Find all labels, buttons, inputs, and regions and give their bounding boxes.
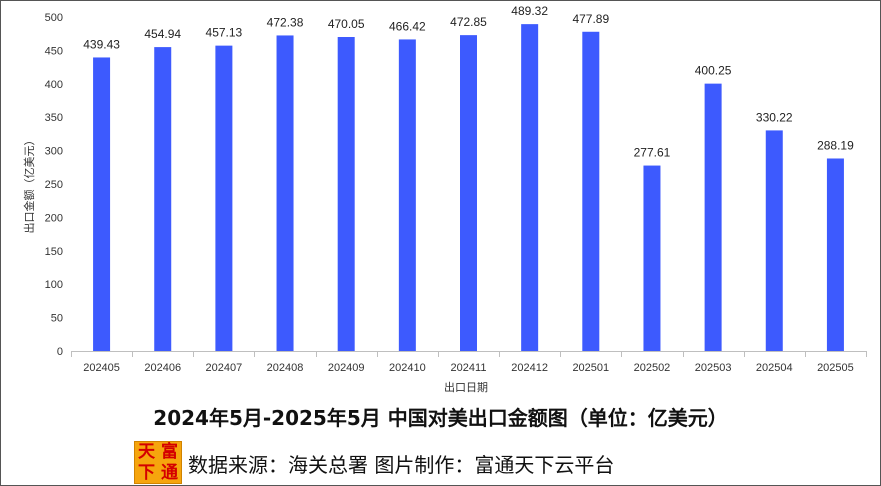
bar	[826, 158, 844, 351]
bar-value-label: 466.42	[389, 19, 426, 33]
bar-value-label: 472.85	[450, 15, 487, 29]
y-axis: 0 50 100 150 200 250 300 350 400 450 500	[45, 12, 63, 358]
bar	[704, 83, 722, 352]
bar	[154, 47, 172, 352]
bar	[582, 31, 600, 352]
y-tick-label: 500	[45, 12, 63, 24]
x-tick-label: 202409	[328, 362, 365, 374]
source-credit: 数据来源：海关总署 图片制作：富通天下云平台	[188, 453, 615, 477]
bar-value-label: 457.13	[206, 26, 243, 40]
logo-char: 天	[138, 442, 155, 462]
bar	[215, 45, 233, 352]
bar	[398, 39, 416, 352]
y-tick-label: 200	[45, 212, 63, 224]
x-axis-label: 出口日期	[444, 380, 488, 394]
x-tick-label: 202504	[756, 362, 793, 374]
x-tick-label: 202502	[634, 362, 671, 374]
y-axis-label: 出口金额（亿美元）	[22, 135, 36, 234]
bar-value-label: 330.22	[756, 110, 793, 124]
y-tick-label: 400	[45, 79, 63, 91]
bar-value-label: 472.38	[267, 15, 304, 29]
bar	[93, 57, 111, 352]
bar	[643, 165, 661, 351]
y-tick-label: 150	[45, 246, 63, 258]
x-tick-label: 202501	[572, 362, 609, 374]
chart-title: 2024年5月-2025年5月 中国对美出口金额图（单位：亿美元）	[153, 406, 728, 430]
bar	[765, 130, 783, 351]
bar-value-label: 470.05	[328, 17, 365, 31]
bar-value-label: 439.43	[83, 37, 120, 51]
x-tick-label: 202410	[389, 362, 426, 374]
x-tick-label: 202411	[451, 362, 487, 374]
y-tick-label: 300	[45, 146, 63, 158]
bar	[521, 24, 539, 351]
y-tick-label: 0	[57, 346, 63, 358]
bar-value-label: 277.61	[634, 146, 671, 160]
y-tick-label: 50	[51, 313, 63, 325]
bar	[337, 37, 355, 352]
bar-value-label: 400.25	[695, 64, 732, 78]
x-tick-label: 202412	[511, 362, 548, 374]
y-tick-label: 250	[45, 179, 63, 191]
bar-value-label: 489.32	[511, 4, 548, 18]
bar-chart: 0 50 100 150 200 250 300 350 400 450 500 439.43 454…	[22, 4, 867, 394]
x-tick-label: 202405	[83, 362, 120, 374]
y-tick-label: 350	[45, 112, 63, 124]
x-tick-label: 202406	[144, 362, 181, 374]
logo-char: 通	[161, 462, 178, 483]
bar-value-label: 288.19	[817, 138, 854, 152]
logo-char: 富	[161, 442, 178, 462]
bar-value-label: 454.94	[144, 27, 181, 41]
y-tick-label: 100	[45, 279, 63, 291]
company-logo: 天 富 下 通	[134, 441, 182, 484]
bar-value-label: 477.89	[572, 12, 609, 26]
x-tick-label: 202503	[695, 362, 732, 374]
bar	[460, 35, 477, 351]
y-tick-label: 450	[45, 45, 63, 57]
x-tick-label: 202407	[206, 362, 243, 374]
x-tick-label: 202505	[817, 362, 854, 374]
x-tick-label: 202408	[267, 362, 304, 374]
bar	[276, 35, 294, 351]
x-axis: 202405 202406 202407 202408 202409 202410 2024…	[71, 351, 867, 374]
bars: 439.43 454.94 457.13 472.38 470.05 466.42 472.…	[83, 4, 854, 352]
logo-char: 下	[138, 462, 155, 483]
